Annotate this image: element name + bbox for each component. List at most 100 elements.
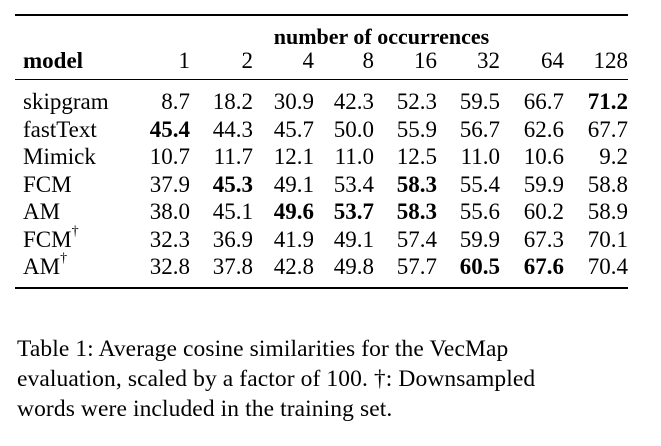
value-cell: 66.7 [523,89,564,115]
caption-line: evaluation, scaled by a factor of 100. †… [17,366,536,392]
value-cell: 32.8 [149,254,190,280]
column-header: 4 [302,48,315,73]
value-cell: 10.7 [149,144,190,170]
model-name-cell: fastText [15,116,135,144]
table-row: FCM† 32.3 36.9 41.9 49.1 57.4 59.9 67.3 70.1 [15,223,628,254]
model-name-cell: FCM [15,171,135,199]
value-cell: 55.6 [459,199,500,225]
column-header: 8 [362,48,375,73]
value-cell: 60.2 [523,199,564,225]
value-cell: 12.5 [396,144,437,170]
model-name: skipgram [23,89,109,115]
value-cell: 11.0 [334,144,374,170]
column-header: 1 [178,48,191,73]
value-cell: 36.9 [212,226,253,252]
table-caption: Table 1: Average cosine similarities for… [17,334,632,424]
value-cell: 49.6 [273,199,314,225]
column-header: 16 [414,48,437,73]
value-cell: 57.4 [396,226,437,252]
model-name: AM [23,254,61,280]
dagger-mark: † [71,223,79,239]
model-name: FCM [23,226,72,252]
value-cell: 49.1 [273,171,314,197]
value-cell: 42.8 [273,254,314,280]
group-header: number of occurrences [273,24,490,49]
value-cell: 18.2 [212,89,253,115]
value-cell: 8.7 [161,89,190,115]
value-cell: 37.9 [149,171,190,197]
value-cell: 53.7 [333,199,374,225]
table-row: fastText 45.4 44.3 45.7 50.0 55.9 56.7 62.6 67.7 [15,116,628,144]
value-cell: 56.7 [459,116,500,142]
results-table: number of occurrences model 1 2 4 8 16 32 64 12… [15,16,628,79]
value-cell: 49.1 [333,226,374,252]
value-cell: 55.4 [459,171,500,197]
value-cell: 38.0 [149,199,190,225]
results-table-container: number of occurrences model 1 2 4 8 16 32 64 12… [15,14,628,289]
results-table-body: skipgram 8.7 18.2 30.9 42.3 52.3 59.5 66.7 71.2 f… [15,80,628,281]
column-header: 32 [477,48,500,73]
value-cell: 58.8 [587,171,628,197]
table-row: skipgram 8.7 18.2 30.9 42.3 52.3 59.5 66.7 71.2 [15,80,628,116]
value-cell: 58.9 [587,199,628,225]
model-name: fastText [23,116,97,142]
value-cell: 45.3 [212,171,253,197]
column-header-row: model 1 2 4 8 16 32 64 128 [15,49,628,79]
value-cell: 53.4 [333,171,374,197]
value-cell: 45.7 [273,116,314,142]
value-cell: 12.1 [273,144,314,170]
value-cell: 10.6 [523,144,564,170]
value-cell: 50.0 [333,116,374,142]
value-cell: 62.6 [523,116,564,142]
caption-line: words were included in the training set. [17,396,393,422]
value-cell: 42.3 [333,89,374,115]
top-rule [15,14,628,16]
header-rule [15,79,628,80]
model-name-cell: AM [15,198,135,226]
value-cell: 49.8 [333,254,374,280]
value-cell: 55.9 [396,116,437,142]
value-cell: 67.3 [523,226,564,252]
column-header: 128 [593,48,629,73]
model-name-cell: FCM† [15,223,135,254]
value-cell: 9.2 [599,144,628,170]
model-name-cell: Mimick [15,143,135,171]
value-cell: 59.5 [459,89,500,115]
caption-line: Table 1: Average cosine similarities for… [17,336,509,362]
value-cell: 45.1 [212,199,253,225]
model-name: AM [23,199,61,225]
value-cell: 57.7 [396,254,437,280]
value-cell: 11.7 [213,144,253,170]
value-cell: 60.5 [459,254,500,280]
model-name-cell: AM† [15,251,135,281]
value-cell: 37.8 [212,254,253,280]
table-row: Mimick 10.7 11.7 12.1 11.0 12.5 11.0 10.6 9.2 [15,143,628,171]
value-cell: 52.3 [396,89,437,115]
value-cell: 11.0 [460,144,500,170]
value-cell: 30.9 [273,89,314,115]
model-name: Mimick [23,144,96,170]
value-cell: 70.1 [587,226,628,252]
value-cell: 41.9 [273,226,314,252]
value-cell: 58.3 [396,171,437,197]
table-row: AM 38.0 45.1 49.6 53.7 58.3 55.6 60.2 58.9 [15,198,628,226]
bottom-rule [15,286,628,289]
value-cell: 58.3 [396,199,437,225]
value-cell: 59.9 [459,226,500,252]
value-cell: 67.6 [523,254,564,280]
model-name: FCM [23,171,72,197]
group-header-row: number of occurrences [15,16,628,49]
value-cell: 45.4 [149,116,190,142]
model-column-header: model [23,48,84,73]
model-name-cell: skipgram [15,80,135,116]
value-cell: 59.9 [523,171,564,197]
value-cell: 67.7 [587,116,628,142]
value-cell: 70.4 [587,254,628,280]
value-cell: 32.3 [149,226,190,252]
table-row: AM† 32.8 37.8 42.8 49.8 57.7 60.5 67.6 70.4 [15,251,628,281]
column-header: 64 [541,48,564,73]
value-cell: 44.3 [212,116,253,142]
dagger-mark: † [60,251,68,267]
value-cell: 71.2 [587,89,628,115]
table-row: FCM 37.9 45.3 49.1 53.4 58.3 55.4 59.9 58.8 [15,171,628,199]
